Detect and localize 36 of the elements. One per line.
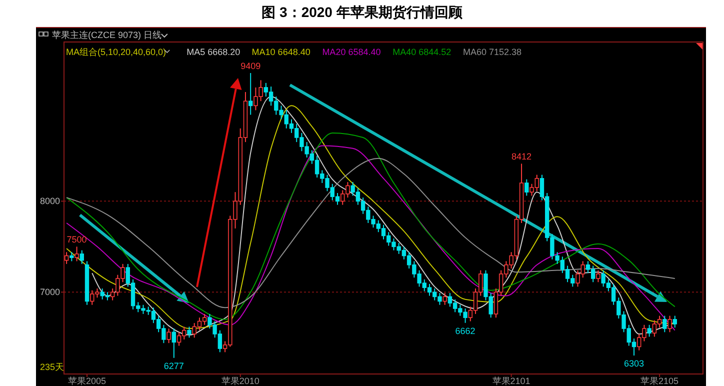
chart-subtitle: 苹果主连(CZCE 9073) 日线 (52, 30, 162, 40)
annotation: 6277 (164, 360, 184, 371)
candlestick (668, 315, 672, 333)
chart-title: 图 3：2020 年苹果期货行情回顾 (262, 4, 464, 20)
candlestick (70, 252, 74, 262)
text: MA60 7152.38 (463, 47, 522, 57)
candlestick (248, 72, 253, 116)
x-tick-label: 苹果2105 (640, 376, 679, 386)
x-tick-label: 苹果2101 (492, 376, 530, 386)
text: MA5 6668.20 (186, 47, 240, 57)
y-tick-label: 8000 (40, 196, 60, 206)
candlestick (647, 324, 652, 338)
y-tick-label: 7000 (40, 287, 60, 298)
candlestick (64, 252, 69, 264)
annotation: 9409 (240, 61, 261, 72)
text: MA10 6648.40 (252, 47, 310, 57)
annotation: 6303 (624, 358, 644, 369)
candlestick (442, 292, 447, 306)
x-tick-label: 苹果2005 (68, 376, 106, 386)
annotation: 7500 (66, 234, 87, 245)
candlestick (672, 315, 677, 328)
legend-title: MA组合(5,10,20,40,60,0) (66, 47, 166, 57)
candlestick (524, 178, 529, 196)
candlestick (166, 328, 171, 344)
candlestick (662, 315, 667, 333)
annotation: 8412 (512, 152, 532, 162)
x-tick-label: 苹果2010 (221, 376, 260, 386)
text: MA20 6584.40 (322, 47, 381, 57)
annotation: 235天 (40, 362, 64, 372)
annotation: 6662 (455, 326, 476, 336)
candlestick (172, 328, 176, 358)
candlestick (187, 326, 192, 338)
candlestick (80, 250, 84, 264)
candlestick (596, 270, 600, 283)
candlestick (74, 246, 79, 262)
text: MA40 6844.52 (392, 47, 452, 57)
